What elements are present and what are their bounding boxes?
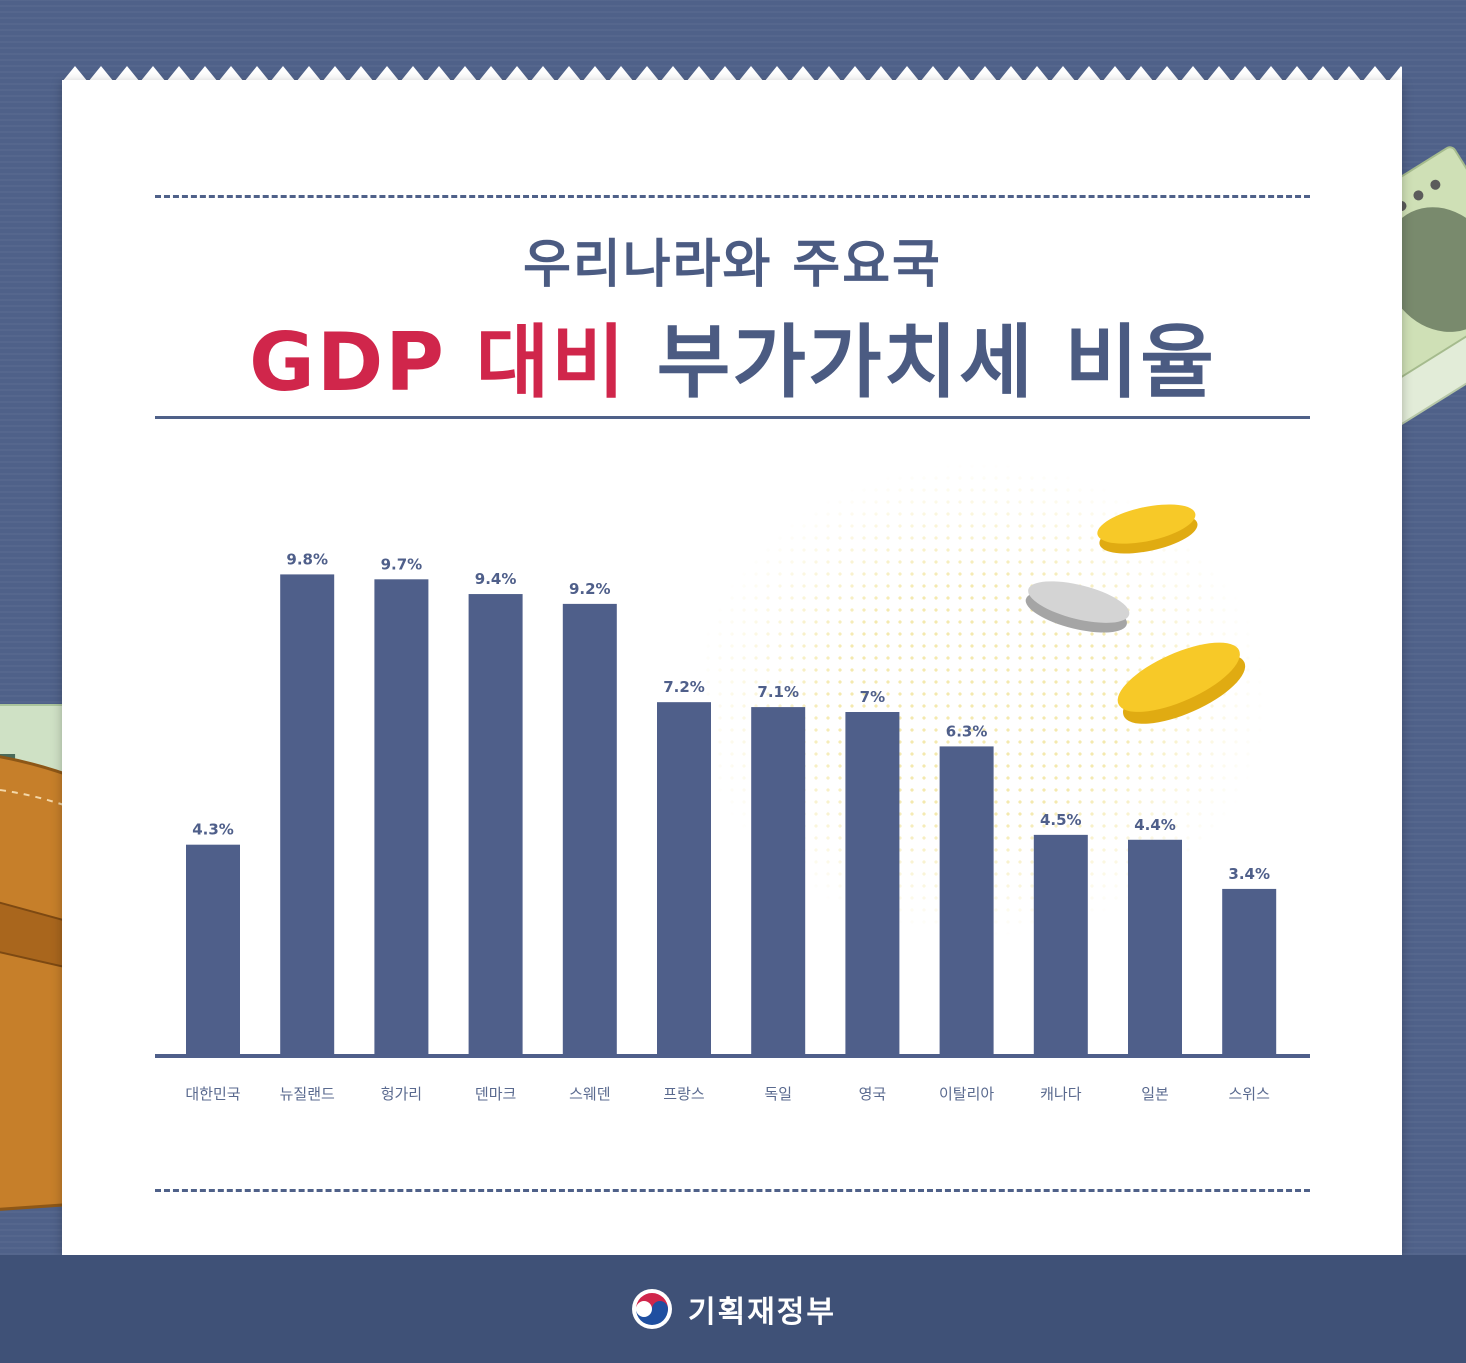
title-rest: 부가가치세 비율 bbox=[656, 316, 1216, 409]
category-label-3: 덴마크 bbox=[475, 1085, 516, 1103]
bar-8 bbox=[939, 746, 994, 1056]
title-line-2: GDP 대비 부가가치세 비율 bbox=[155, 298, 1310, 414]
category-label-11: 스위스 bbox=[1228, 1085, 1270, 1103]
value-label-0: 4.3% bbox=[192, 821, 234, 839]
value-label-1: 9.8% bbox=[286, 550, 328, 568]
coin-silver bbox=[1025, 581, 1130, 633]
paper-zigzag-edge bbox=[62, 66, 1402, 82]
category-label-5: 프랑스 bbox=[663, 1085, 705, 1103]
value-label-6: 7.1% bbox=[757, 683, 799, 701]
top-dashed-divider bbox=[155, 195, 1310, 198]
bar-1 bbox=[280, 574, 335, 1056]
value-label-5: 7.2% bbox=[663, 678, 705, 696]
bar-6 bbox=[751, 707, 806, 1056]
bar-0 bbox=[186, 844, 240, 1056]
bar-2 bbox=[374, 579, 429, 1056]
category-label-4: 스웨덴 bbox=[569, 1085, 610, 1103]
bar-10 bbox=[1128, 839, 1182, 1056]
taegeuk-logo-icon bbox=[632, 1289, 672, 1329]
value-label-4: 9.2% bbox=[569, 580, 611, 598]
bar-4 bbox=[562, 603, 617, 1056]
bar-5 bbox=[657, 702, 711, 1056]
value-label-11: 3.4% bbox=[1228, 865, 1270, 883]
value-label-2: 9.7% bbox=[381, 555, 423, 573]
value-label-8: 6.3% bbox=[946, 722, 988, 740]
category-label-0: 대한민국 bbox=[185, 1085, 240, 1103]
title-accent: GDP 대비 bbox=[249, 316, 627, 409]
category-label-9: 캐나다 bbox=[1040, 1085, 1082, 1103]
coin-gold-top bbox=[1097, 504, 1198, 554]
bar-7 bbox=[845, 712, 900, 1056]
coin-gold-large bbox=[1117, 642, 1246, 724]
bottom-dashed-divider bbox=[155, 1189, 1310, 1192]
value-label-7: 7% bbox=[860, 688, 885, 706]
bar-9 bbox=[1033, 834, 1088, 1056]
value-label-3: 9.4% bbox=[475, 570, 517, 588]
category-label-8: 이탈리아 bbox=[939, 1085, 994, 1103]
category-label-2: 헝가리 bbox=[381, 1085, 422, 1103]
value-label-9: 4.5% bbox=[1040, 811, 1082, 829]
value-label-10: 4.4% bbox=[1134, 816, 1176, 834]
bar-11 bbox=[1222, 888, 1277, 1056]
footer: 기획재정부 bbox=[0, 1255, 1466, 1363]
title-underline bbox=[155, 416, 1310, 419]
category-label-10: 일본 bbox=[1141, 1085, 1169, 1103]
bar-3 bbox=[468, 594, 523, 1056]
footer-bar bbox=[0, 1255, 1466, 1363]
title-line-1: 우리나라와 주요국 bbox=[523, 235, 942, 295]
category-label-1: 뉴질랜드 bbox=[280, 1085, 335, 1103]
category-label-7: 영국 bbox=[859, 1085, 887, 1103]
category-label-6: 독일 bbox=[764, 1085, 792, 1103]
ministry-name: 기획재정부 bbox=[688, 1295, 836, 1330]
